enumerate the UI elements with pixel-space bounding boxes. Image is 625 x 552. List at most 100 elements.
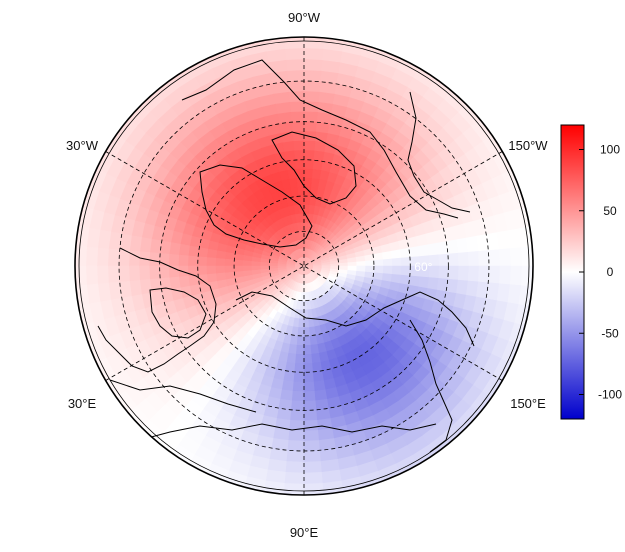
field-cell [288, 343, 298, 354]
central-asia-border [109, 379, 257, 413]
field-cell [310, 178, 320, 189]
arctic-archipelago-coast [271, 131, 357, 205]
field-cell [457, 265, 469, 281]
colorbar-tick-label: 50 [603, 204, 617, 218]
lon-label-90e: 90°E [290, 525, 319, 540]
field-cell [338, 265, 348, 271]
field-cell [197, 265, 208, 276]
field-cell [169, 242, 182, 256]
field-cell [233, 253, 245, 262]
field-cell [75, 245, 88, 267]
field-cell [487, 248, 500, 267]
field-cell [287, 80, 305, 93]
field-cell [286, 449, 305, 462]
field-cell [289, 101, 305, 113]
field-cell [303, 59, 323, 72]
latitude-circle [233, 195, 375, 337]
field-cell [285, 59, 305, 72]
graticule [105, 37, 503, 495]
field-cell [303, 471, 324, 484]
field-cell [290, 111, 305, 123]
field-cell [426, 242, 439, 256]
field-cell [291, 390, 305, 401]
field-cell [86, 265, 99, 286]
field-cell [283, 37, 305, 50]
field-cell [283, 482, 305, 495]
field-cell [216, 250, 227, 260]
field-cell [303, 344, 312, 355]
field-cell [303, 419, 319, 431]
field-cell [417, 243, 429, 257]
field-cell [294, 159, 305, 170]
field-cell [284, 48, 305, 61]
field-cell [86, 246, 99, 267]
field-cell [292, 140, 305, 152]
field-cell [280, 388, 294, 401]
field-cell [280, 131, 294, 144]
colorbar-tick-label: -50 [601, 326, 619, 340]
latitude-circle [268, 230, 340, 302]
field-cell [188, 255, 199, 267]
field-cell [296, 344, 305, 355]
field-cell [373, 258, 384, 267]
field-cell [206, 248, 218, 259]
field-cell [477, 265, 490, 283]
field-cell [296, 335, 305, 346]
field-cell [303, 150, 315, 161]
field-cell [225, 251, 236, 261]
meridian-line [303, 151, 503, 267]
field-cell [290, 409, 305, 421]
field-cell [303, 80, 321, 93]
field-cell [363, 270, 375, 279]
north-america-coast [181, 59, 459, 219]
field-cell [437, 253, 449, 267]
field-cell [303, 429, 320, 441]
field-cell [139, 265, 151, 281]
field-cell [303, 140, 316, 152]
field-cell [372, 271, 383, 281]
field-cell [408, 274, 420, 287]
colorbar-tick-label: -100 [598, 388, 622, 402]
field-cell [390, 273, 402, 284]
field-cell [108, 265, 121, 284]
field-cell [275, 101, 291, 115]
field-cell [286, 352, 297, 364]
field-cell [303, 439, 321, 452]
field-cell [278, 121, 293, 134]
field-cell [329, 265, 340, 270]
field-cell [300, 291, 305, 302]
field-cell [278, 398, 293, 411]
meridian-line [105, 151, 305, 267]
field-cell [299, 300, 305, 310]
field-cell [206, 257, 217, 267]
colorbar: 100 50 0 -50 -100 [560, 124, 622, 420]
coastlines [97, 59, 475, 453]
field-cell [293, 371, 305, 382]
lon-label-90w: 90°W [288, 10, 321, 25]
field-cell [179, 243, 191, 257]
field-cell [149, 265, 161, 280]
siberia-coast [235, 291, 475, 347]
field-cell [293, 150, 305, 161]
field-cell [97, 247, 110, 267]
greenland-coast [199, 164, 313, 248]
field-cell [303, 111, 318, 123]
field-cell [303, 37, 325, 50]
field-cell [303, 195, 311, 206]
field-cell [303, 265, 313, 268]
colorbar-tick: 100 [579, 143, 620, 157]
field-cell [169, 253, 180, 267]
east-asia-coast [409, 319, 453, 453]
field-cell [268, 262, 279, 267]
lon-label-150e: 150°E [510, 396, 546, 411]
field-cell [291, 399, 305, 411]
field-cell [467, 265, 479, 282]
europe-coast [97, 247, 217, 373]
field-cell [399, 274, 411, 285]
field-cell [149, 252, 161, 267]
field-cell [498, 247, 511, 267]
field-cell [313, 141, 327, 153]
field-cell [477, 249, 490, 267]
field-cell [303, 353, 313, 364]
